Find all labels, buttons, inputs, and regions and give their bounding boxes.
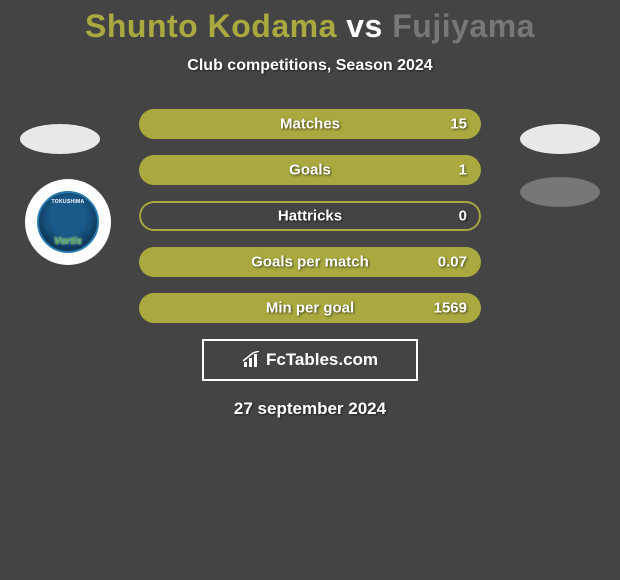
comparison-card: Shunto Kodama vs Fujiyama Club competiti… [0,0,620,419]
stat-bar-label: Goals [289,162,331,179]
stat-bar-value: 0.07 [438,254,467,271]
stat-bar-label: Goals per match [251,254,369,271]
stat-bars: Matches 15 Goals 1 Hattricks 0 Goals per match… [139,109,481,323]
stat-bar-label: Hattricks [278,208,342,225]
stats-area: TOKUSHIMA Vortis Matches 15 Goals 1 Hattrick… [0,109,620,419]
stat-bar-label: Matches [280,116,340,133]
club-badge-inner: TOKUSHIMA Vortis [37,191,99,253]
brand-text: FcTables.com [266,350,378,370]
player1-avatar-placeholder [20,124,100,154]
stat-bar-value: 1 [459,162,467,179]
title-player1: Shunto Kodama [85,8,337,44]
stat-bar: Goals per match 0.07 [139,247,481,277]
badge-top-text: TOKUSHIMA [52,199,85,205]
date-label: 27 september 2024 [0,399,620,419]
stat-bar-value: 0 [459,208,467,225]
title-vs: vs [346,8,383,44]
stat-bar-label: Min per goal [266,300,354,317]
title-player2: Fujiyama [392,8,535,44]
stat-bar: Matches 15 [139,109,481,139]
stat-bar-value: 1569 [434,300,467,317]
page-title: Shunto Kodama vs Fujiyama [0,8,620,45]
stat-bar: Hattricks 0 [139,201,481,231]
brand-box[interactable]: FcTables.com [202,339,418,381]
player1-club-badge: TOKUSHIMA Vortis [25,179,111,265]
chart-icon [242,351,262,369]
player2-avatar-placeholder [520,124,600,154]
stat-bar-value: 15 [450,116,467,133]
player2-club-placeholder [520,177,600,207]
subtitle: Club competitions, Season 2024 [0,57,620,75]
badge-bottom-text: Vortis [54,236,82,247]
stat-bar: Goals 1 [139,155,481,185]
stat-bar: Min per goal 1569 [139,293,481,323]
